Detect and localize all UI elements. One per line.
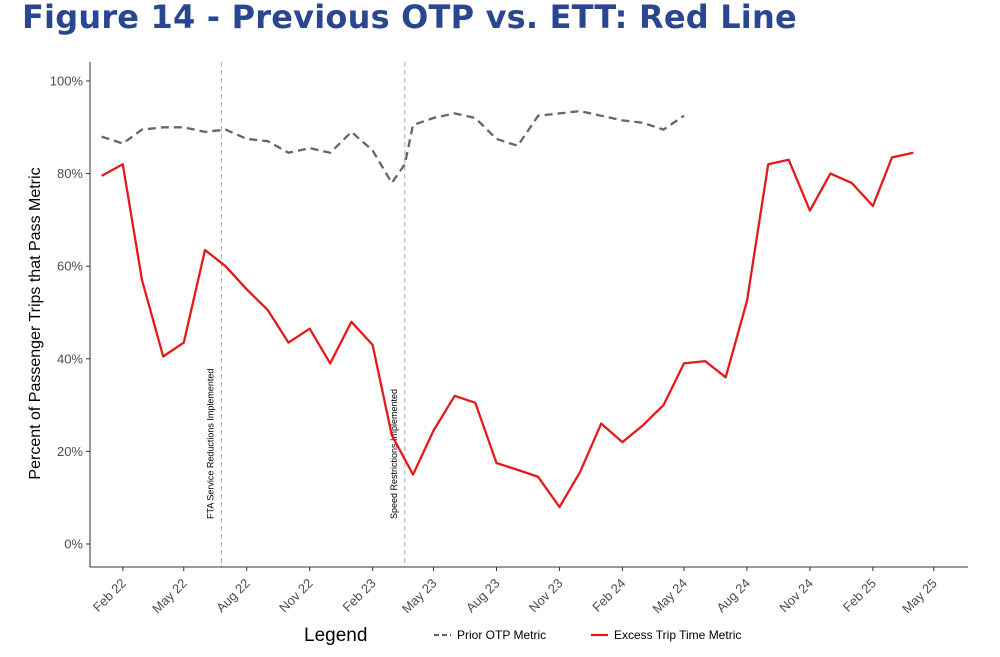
legend-items: Prior OTP Metric Excess Trip Time Metric (434, 628, 741, 642)
y-tick-label: 0% (64, 537, 83, 552)
y-axis-ticks: 0% 20% 40% 60% 80% 100% (50, 74, 90, 552)
x-tick-label: Nov 24 (776, 576, 816, 616)
y-tick-label: 20% (57, 444, 83, 459)
x-tick-label: May 23 (399, 576, 440, 617)
legend-label: Prior OTP Metric (457, 628, 546, 642)
x-tick-label: Feb 25 (840, 576, 879, 615)
y-tick-label: 60% (57, 259, 83, 274)
series-layer (101, 109, 914, 509)
prior-otp-series-line (101, 109, 685, 185)
y-axis-title: Percent of Passenger Trips that Pass Met… (27, 167, 44, 479)
figure-title: Figure 14 - Previous OTP vs. ETT: Red Li… (22, 0, 797, 36)
legend-label: Excess Trip Time Metric (614, 628, 741, 642)
x-tick-label: Nov 22 (276, 576, 316, 616)
excess-trip-time-series-line (101, 151, 914, 509)
y-tick-label: 100% (50, 74, 84, 89)
annotation-label: Speed Restrictions Implemented (389, 389, 399, 519)
annotation-layer: FTA Service Reductions Implemented Speed … (205, 62, 406, 567)
x-tick-label: Aug 24 (713, 576, 753, 616)
x-tick-label: Feb 24 (589, 576, 628, 615)
x-tick-label: Nov 23 (526, 576, 566, 616)
x-tick-label: Aug 22 (213, 576, 253, 616)
x-tick-label: May 25 (899, 576, 940, 617)
y-tick-label: 40% (57, 351, 83, 366)
x-tick-label: Feb 23 (340, 576, 379, 615)
y-tick-label: 80% (57, 166, 83, 181)
axis-layer (89, 62, 968, 568)
legend-title: Legend (304, 625, 367, 646)
x-tick-label: May 24 (649, 576, 690, 617)
x-tick-label: Feb 22 (90, 576, 129, 615)
annotation-label: FTA Service Reductions Implemented (205, 369, 215, 519)
x-tick-label: Aug 23 (463, 576, 503, 616)
legend: Legend Prior OTP Metric Excess Trip Time … (304, 625, 741, 646)
x-axis-ticks: Feb 22 May 22 Aug 22 Nov 22 Feb 23 May 23 Aug … (90, 567, 940, 616)
x-tick-label: May 22 (149, 576, 190, 617)
